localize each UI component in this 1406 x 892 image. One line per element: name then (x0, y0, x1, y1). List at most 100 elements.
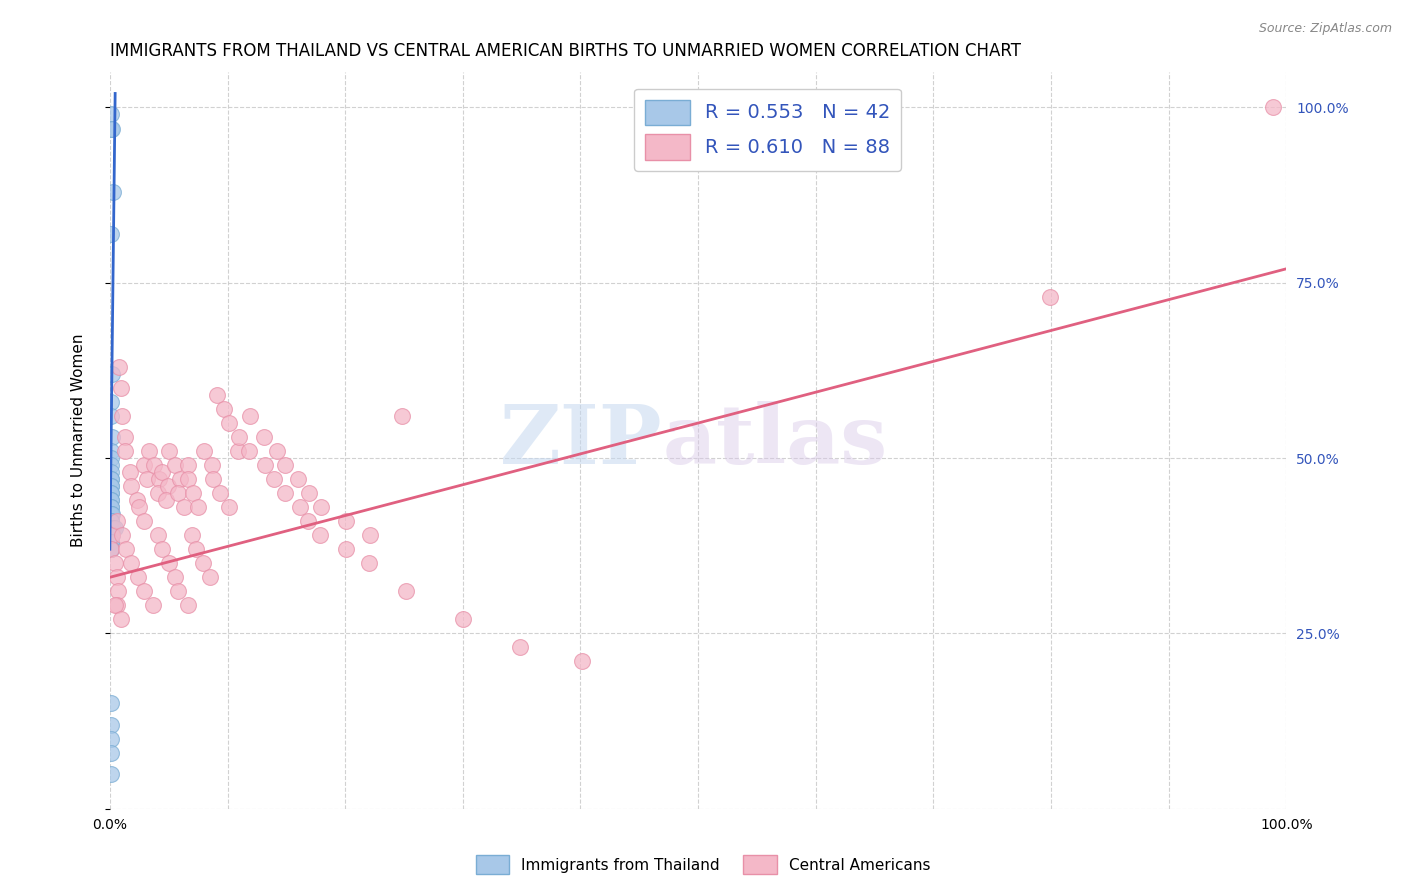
Point (100, 500, 122, 515)
Point (132, 514, 155, 528)
Point (177, 599, 200, 613)
Point (155, 493, 177, 508)
Point (101, 528, 124, 542)
Point (212, 402, 235, 417)
Point (101, 121, 124, 136)
Point (100, 521, 122, 535)
Point (202, 472, 225, 486)
Point (100, 731, 122, 746)
Point (111, 528, 134, 542)
Point (177, 458, 200, 472)
Legend: R = 0.553   N = 42, R = 0.610   N = 88: R = 0.553 N = 42, R = 0.610 N = 88 (634, 89, 901, 170)
Point (253, 458, 276, 472)
Point (100, 227, 122, 241)
Point (335, 542, 357, 557)
Point (266, 444, 288, 458)
Point (100, 521, 122, 535)
Point (167, 486, 190, 500)
Point (100, 507, 122, 521)
Point (132, 458, 155, 472)
Point (181, 486, 204, 500)
Text: ZIP: ZIP (501, 401, 662, 481)
Point (100, 472, 122, 486)
Point (205, 388, 228, 402)
Point (127, 493, 149, 508)
Point (132, 584, 155, 599)
Point (238, 444, 260, 458)
Point (100, 746, 122, 760)
Point (100, 697, 122, 711)
Point (101, 528, 124, 542)
Point (100, 493, 122, 508)
Point (105, 570, 128, 584)
Point (142, 599, 165, 613)
Point (148, 472, 170, 486)
Point (100, 479, 122, 493)
Point (120, 465, 142, 479)
Point (198, 570, 221, 584)
Point (228, 444, 250, 458)
Point (100, 395, 122, 409)
Text: atlas: atlas (662, 401, 889, 481)
Point (187, 500, 209, 515)
Point (150, 542, 173, 557)
Legend: Immigrants from Thailand, Central Americans: Immigrants from Thailand, Central Americ… (470, 849, 936, 880)
Point (100, 542, 122, 557)
Point (135, 472, 157, 486)
Point (107, 359, 129, 374)
Point (335, 514, 357, 528)
Y-axis label: Births to Unmarried Women: Births to Unmarried Women (72, 334, 86, 548)
Point (297, 514, 319, 528)
Point (110, 381, 132, 395)
Point (100, 121, 122, 136)
Point (357, 556, 380, 570)
Point (309, 500, 332, 515)
Point (105, 599, 128, 613)
Point (114, 542, 136, 557)
Point (191, 556, 214, 570)
Text: Source: ZipAtlas.com: Source: ZipAtlas.com (1258, 22, 1392, 36)
Point (359, 528, 381, 542)
Point (157, 444, 180, 458)
Point (110, 612, 132, 626)
Point (163, 570, 186, 584)
Point (105, 514, 128, 528)
Point (100, 486, 122, 500)
Point (571, 655, 593, 669)
Point (239, 409, 262, 423)
Point (100, 766, 122, 780)
Point (157, 556, 180, 570)
Point (114, 444, 136, 458)
Point (100, 465, 122, 479)
Point (150, 465, 173, 479)
Point (263, 472, 285, 486)
Point (107, 584, 129, 599)
Point (193, 444, 215, 458)
Point (298, 486, 321, 500)
Point (100, 458, 122, 472)
Point (218, 500, 240, 515)
Point (103, 521, 125, 535)
Point (142, 458, 165, 472)
Point (100, 500, 122, 515)
Point (128, 500, 150, 515)
Point (120, 479, 142, 493)
Point (509, 640, 531, 655)
Point (100, 514, 122, 528)
Point (253, 430, 276, 444)
Point (100, 107, 122, 121)
Point (1263, 101, 1285, 115)
Point (180, 528, 202, 542)
Point (391, 409, 413, 423)
Point (103, 521, 125, 535)
Point (201, 458, 224, 472)
Point (309, 528, 332, 542)
Point (288, 500, 311, 515)
Point (100, 535, 122, 549)
Point (177, 472, 200, 486)
Point (451, 612, 474, 626)
Point (169, 472, 191, 486)
Point (146, 528, 169, 542)
Point (287, 472, 309, 486)
Point (100, 451, 122, 466)
